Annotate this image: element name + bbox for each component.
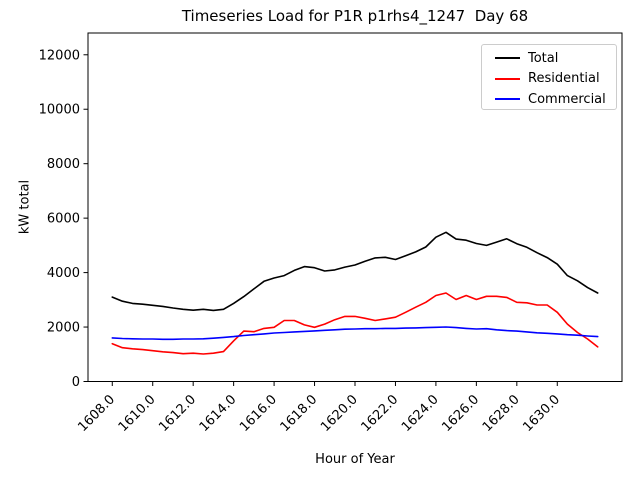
x-tick-label: 1622.0 bbox=[359, 392, 402, 435]
x-tick-label: 1614.0 bbox=[197, 392, 240, 435]
y-tick-label: 4000 bbox=[47, 266, 80, 281]
y-tick-label: 8000 bbox=[47, 157, 80, 172]
legend-label-commercial: Commercial bbox=[528, 91, 606, 107]
legend-entry-total: Total bbox=[482, 48, 616, 69]
legend-line-sample-commercial bbox=[495, 98, 520, 101]
x-tick-label: 1610.0 bbox=[116, 392, 159, 435]
x-tick-label: 1624.0 bbox=[399, 392, 442, 435]
y-tick-label: 6000 bbox=[47, 212, 80, 227]
series-line-residential bbox=[111, 292, 599, 355]
x-axis-label: Hour of Year bbox=[315, 452, 395, 467]
legend-label-total: Total bbox=[528, 50, 559, 66]
legend-label-residential: Residential bbox=[528, 71, 600, 87]
legend-box: Total Residential Commercial bbox=[481, 44, 617, 110]
chart-title: Timeseries Load for P1R p1rhs4_1247 Day … bbox=[181, 7, 529, 25]
legend-entry-residential: Residential bbox=[482, 69, 616, 90]
y-tick-label: 10000 bbox=[39, 103, 80, 118]
x-tick-label: 1620.0 bbox=[318, 392, 361, 435]
y-tick-label: 0 bbox=[72, 375, 80, 390]
x-tick-label: 1630.0 bbox=[520, 392, 563, 435]
legend-line-sample-residential bbox=[495, 77, 520, 80]
x-tick-label: 1612.0 bbox=[156, 392, 199, 435]
x-tick-label: 1618.0 bbox=[278, 392, 321, 435]
series-line-commercial bbox=[111, 326, 599, 341]
x-tick-label: 1626.0 bbox=[439, 392, 482, 435]
legend-line-sample-total bbox=[495, 57, 520, 60]
x-tick-label: 1608.0 bbox=[75, 392, 118, 435]
legend-entry-commercial: Commercial bbox=[482, 89, 616, 110]
y-tick-label: 2000 bbox=[47, 321, 80, 336]
x-tick-label: 1628.0 bbox=[480, 392, 523, 435]
y-axis-label: kW total bbox=[17, 179, 33, 235]
y-tick-label: 12000 bbox=[39, 48, 80, 63]
x-tick-label: 1616.0 bbox=[237, 392, 280, 435]
series-line-total bbox=[111, 231, 599, 312]
